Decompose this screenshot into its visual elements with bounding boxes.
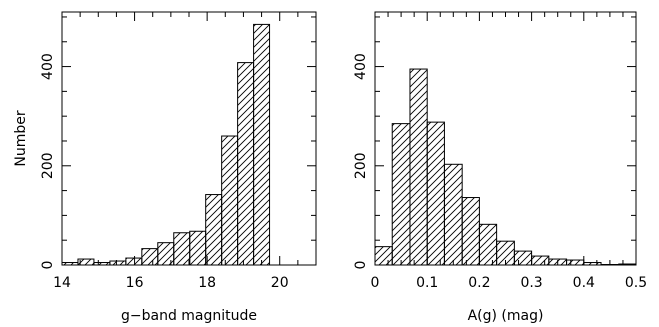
left-histogram-bar: [173, 232, 191, 266]
left-x-tick-label: 16: [126, 275, 144, 291]
right-histogram-bar: [478, 223, 498, 266]
left-histogram-bar: [109, 260, 127, 266]
left-histogram-bar: [253, 23, 271, 266]
right-x-tick-label: 0: [371, 275, 380, 291]
right-histogram-bar: [443, 163, 463, 266]
right-axis-ticks: 0 0.1 0.2 0.3 0.4 0.5 0 200 400: [353, 12, 647, 291]
left-x-axis-label: g−band magnitude: [121, 308, 257, 324]
left-x-tick-label: 14: [53, 275, 71, 291]
right-histogram-bar: [461, 197, 480, 266]
right-histogram-bar: [391, 123, 411, 266]
right-histogram-panel: 0 0.1 0.2 0.3 0.4 0.5 0 200 400 A(g) (mag): [353, 11, 647, 324]
left-x-tick-label: 20: [271, 275, 289, 291]
left-histogram-bar: [125, 257, 143, 266]
left-x-tick-label: 18: [198, 275, 216, 291]
right-histogram-bar: [426, 121, 445, 266]
left-y-tick-label: 0: [40, 261, 56, 270]
left-histogram-bar: [237, 62, 255, 266]
right-histogram-bars: [374, 68, 637, 266]
left-histogram-bar: [189, 230, 207, 266]
right-y-tick-label: 200: [353, 152, 369, 179]
right-histogram-bar: [566, 259, 585, 266]
right-histogram-bar: [513, 250, 533, 266]
right-x-tick-label: 0.5: [625, 275, 647, 291]
left-histogram-bar: [221, 135, 239, 266]
right-x-tick-label: 0.4: [573, 275, 595, 291]
left-plot-frame: [61, 11, 317, 266]
left-y-tick-label: 400: [40, 53, 56, 80]
right-y-tick-label: 0: [353, 261, 369, 270]
left-y-tick-label: 200: [40, 152, 56, 179]
right-x-tick-label: 0.3: [520, 275, 542, 291]
right-x-tick-label: 0.1: [416, 275, 438, 291]
left-y-axis-label: Number: [13, 110, 29, 166]
left-histogram-bars: [61, 23, 271, 266]
right-x-axis-label: A(g) (mag): [468, 308, 544, 324]
left-histogram-bar: [205, 194, 223, 266]
right-histogram-bar: [409, 68, 428, 266]
right-histogram-bar: [531, 255, 550, 266]
right-histogram-bar: [374, 246, 393, 266]
right-y-tick-label: 400: [353, 53, 369, 80]
left-histogram-bar: [141, 248, 159, 266]
right-x-tick-label: 0.2: [468, 275, 490, 291]
left-histogram-bar: [157, 242, 175, 266]
